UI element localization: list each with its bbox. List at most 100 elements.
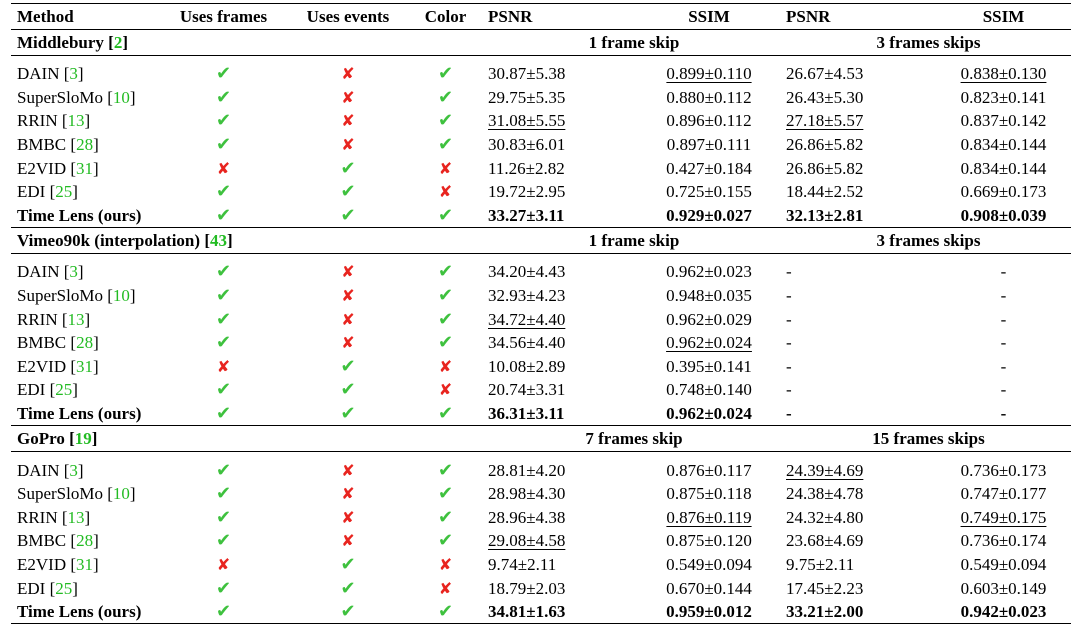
color-cell: ✘ (403, 576, 482, 600)
method-cell: EDI [25] (17, 182, 78, 202)
ssim1-value: 0.929±0.027 (666, 205, 752, 225)
psnr2-value: 23.68±4.69 (786, 531, 864, 551)
citation-link[interactable]: 3 (69, 262, 78, 282)
ssim1-cell: 0.959±0.012 (632, 599, 780, 625)
method-name: E2VID (17, 554, 67, 574)
ssim2-cell: - (930, 260, 1071, 284)
citation-link[interactable]: 28 (76, 531, 94, 551)
psnr2-value: - (786, 286, 792, 306)
psnr2-value: 24.38±4.78 (786, 484, 864, 504)
psnr2-value: 32.13±2.81 (786, 205, 864, 225)
ssim1-cell: 0.929±0.027 (632, 204, 780, 228)
psnr2-cell: 27.18±5.57 (780, 109, 930, 133)
group-label-1: 1 frame skip (482, 29, 780, 56)
psnr1-value: 33.27±3.11 (488, 205, 565, 225)
check-icon: ✔ (437, 506, 454, 528)
ssim2-value: - (1000, 309, 1007, 329)
ssim1-value: 0.962±0.024 (666, 404, 752, 424)
citation-link[interactable]: 19 (74, 429, 92, 449)
table-row: DAIN [3] ✔ ✘ ✔ 28.81±4.20 0.876±0.117 24.39±4.… (11, 458, 1071, 482)
method-name: Time Lens (ours) (17, 205, 142, 225)
ssim1-value: 0.880±0.112 (666, 87, 752, 107)
psnr2-value: - (786, 309, 792, 329)
method-cell: RRIN [13] (17, 111, 91, 131)
psnr1-value: 20.74±3.31 (488, 380, 566, 400)
check-icon: ✔ (340, 577, 356, 599)
ssim2-value: - (1000, 262, 1007, 282)
method-name: DAIN (17, 460, 60, 480)
citation-link[interactable]: 13 (67, 507, 85, 527)
ssim2-value: 0.749±0.175 (960, 507, 1047, 527)
citation-link[interactable]: 10 (112, 484, 130, 504)
citation-link[interactable]: 10 (112, 87, 130, 107)
uses-events-cell: ✔ (287, 553, 403, 577)
check-icon: ✔ (215, 483, 232, 505)
citation-link[interactable]: 31 (76, 158, 94, 178)
ssim2-cell: 0.603±0.149 (930, 576, 1071, 600)
method-name: SuperSloMo (17, 87, 103, 107)
uses-frames-cell: ✔ (154, 284, 287, 308)
ssim1-value: 0.748±0.140 (666, 380, 752, 400)
citation-link[interactable]: 43 (209, 231, 227, 251)
citation-link[interactable]: 3 (69, 64, 78, 84)
uses-events-cell: ✘ (287, 307, 403, 331)
ssim2-value: 0.736±0.174 (960, 531, 1047, 551)
uses-frames-cell: ✘ (154, 355, 287, 379)
citation-link[interactable]: 13 (67, 111, 85, 131)
citation-link[interactable]: 3 (69, 460, 78, 480)
table-row: E2VID [31] ✘ ✔ ✘ 10.08±2.89 0.395±0.141 - - (11, 355, 1071, 379)
citation-link[interactable]: 28 (76, 135, 94, 155)
ssim2-cell: - (930, 307, 1071, 331)
citation-link[interactable]: 25 (55, 380, 73, 400)
psnr1-value: 28.98±4.30 (488, 484, 566, 504)
psnr1-cell: 28.96±4.38 (482, 506, 632, 530)
ssim1-value: 0.549±0.094 (666, 554, 752, 574)
citation-link[interactable]: 2 (113, 33, 123, 52)
cross-icon: ✘ (216, 158, 231, 178)
uses-frames-cell: ✔ (154, 482, 287, 506)
ssim2-cell: 0.736±0.174 (930, 529, 1071, 553)
check-icon: ✔ (215, 110, 232, 132)
uses-frames-cell: ✔ (154, 62, 287, 86)
table-row: RRIN [13] ✔ ✘ ✔ 28.96±4.38 0.876±0.119 24.32±4… (11, 506, 1071, 530)
cross-icon: ✘ (341, 262, 355, 282)
ssim1-cell: 0.876±0.119 (632, 506, 780, 530)
psnr2-cell: 26.86±5.82 (780, 133, 930, 157)
citation-link[interactable]: 13 (67, 309, 85, 329)
ssim2-value: 0.908±0.039 (960, 205, 1047, 225)
ssim1-cell: 0.896±0.112 (632, 109, 780, 133)
psnr2-cell: - (780, 331, 930, 355)
citation-link[interactable]: 25 (55, 182, 73, 202)
uses-events-cell: ✘ (287, 458, 403, 482)
uses-frames-cell: ✔ (154, 506, 287, 530)
citation-link[interactable]: 31 (76, 356, 94, 376)
psnr2-value: - (786, 356, 792, 376)
check-icon: ✔ (340, 601, 356, 623)
check-icon: ✔ (340, 553, 356, 575)
uses-frames-cell: ✘ (154, 553, 287, 577)
ssim2-value: - (1000, 404, 1007, 424)
psnr2-cell: 26.43±5.30 (780, 86, 930, 110)
check-icon: ✔ (437, 530, 454, 552)
citation-link[interactable]: 10 (112, 286, 130, 306)
ssim2-cell: - (930, 378, 1071, 402)
method-cell: EDI [25] (17, 578, 78, 598)
psnr1-value: 34.72±4.40 (488, 309, 566, 329)
citation-link[interactable]: 25 (55, 578, 73, 598)
citation-link[interactable]: 28 (76, 333, 94, 353)
ssim1-value: 0.962±0.023 (666, 262, 752, 282)
ssim2-cell: 0.549±0.094 (930, 553, 1071, 577)
psnr1-cell: 34.20±4.43 (482, 260, 632, 284)
psnr1-cell: 28.81±4.20 (482, 458, 632, 482)
method-cell: RRIN [13] (17, 507, 91, 527)
method-name: EDI (17, 182, 46, 202)
ssim1-value: 0.876±0.117 (666, 460, 752, 480)
citation-link[interactable]: 31 (76, 554, 94, 574)
header-ssim-2: SSIM (930, 3, 1071, 30)
ssim1-value: 0.427±0.184 (666, 158, 752, 178)
psnr1-value: 18.79±2.03 (488, 578, 566, 598)
psnr2-cell: - (780, 307, 930, 331)
psnr1-value: 30.83±6.01 (488, 135, 566, 155)
check-icon: ✔ (340, 204, 356, 226)
uses-events-cell: ✔ (287, 204, 403, 228)
